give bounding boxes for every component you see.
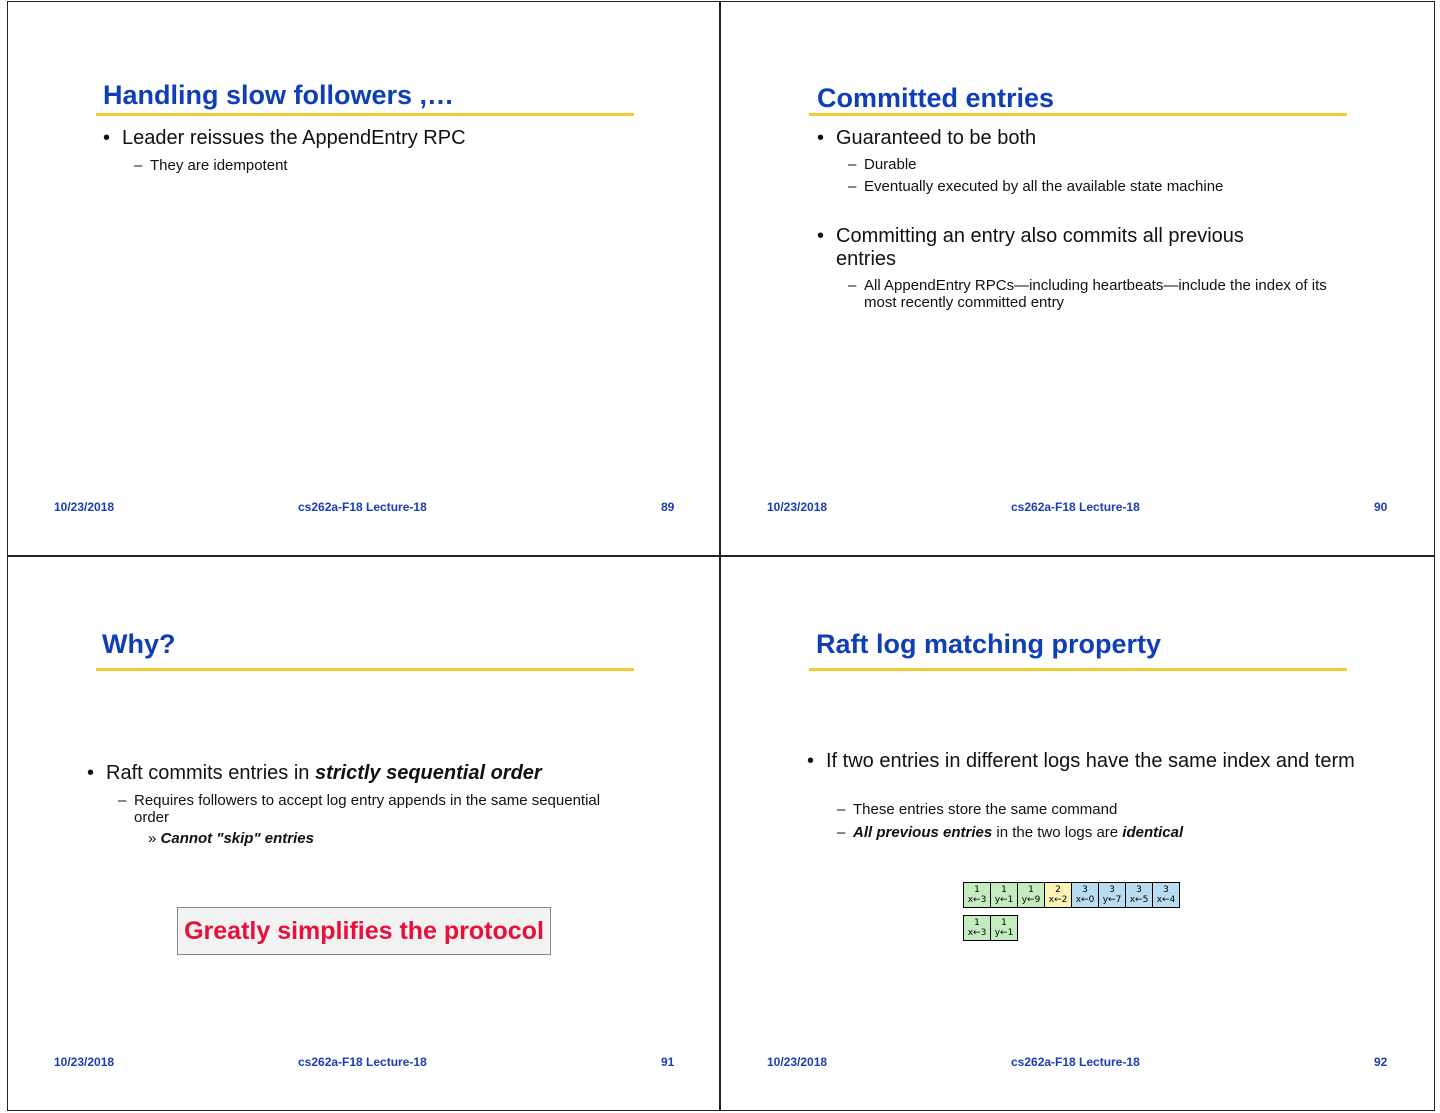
page-number: 89 [661,500,675,514]
footer-course: cs262a-F18 Lecture-18 [1011,500,1140,514]
footer-date: 10/23/2018 [54,1055,115,1069]
title-rule [809,113,1347,116]
bullet-text: Raft commits entries in [106,762,315,784]
entry-command: x←3 [967,895,987,905]
bullet: • Committing an entry also commits all pr… [817,225,1244,270]
callout-box: Greatly simplifies the protocol [177,907,551,955]
log-entry: 3 y←7 [1099,883,1126,907]
sub-bullet-text: Eventually executed by all the available… [864,178,1224,195]
entry-term: 2 [1055,885,1061,895]
slide-title: Why? [102,629,176,659]
entry-command: x←2 [1048,895,1068,905]
sub-bullet-text: Durable [864,156,917,173]
entry-command: y←7 [1102,895,1122,905]
page-number: 90 [1374,500,1388,514]
entry-command: y←9 [1021,895,1041,905]
log-entry: 1 y←1 [991,883,1018,907]
footer-course: cs262a-F18 Lecture-18 [298,500,427,514]
slide-title: Handling slow followers ,… [103,80,455,110]
bullet: • Raft commits entries in strictly sequen… [87,762,542,784]
entry-command: y←1 [994,895,1014,905]
bullet-text: Leader reissues the AppendEntry RPC [122,127,466,149]
log-entry: 3 x←5 [1126,883,1153,907]
sub-bullet: – All AppendEntry RPCs—including heartbea… [848,277,1327,311]
entry-command: y←1 [994,928,1014,938]
page-number: 92 [1374,1055,1388,1069]
emphasis: All previous entries [853,824,993,841]
bullet: • If two entries in different logs have t… [807,750,1355,772]
slide-91: Why? • Raft commits entries in strictly s… [7,556,720,1111]
footer-date: 10/23/2018 [54,500,115,514]
log-follower: 1 x←3 1 y←1 [963,915,1018,941]
log-entry: 1 x←3 [964,916,991,940]
entry-term: 1 [1028,885,1034,895]
slide-89: Handling slow followers ,… • Leader reiss… [7,1,720,556]
emphasis: identical [1122,824,1184,841]
bullet-emphasis: strictly sequential order [314,762,542,784]
entry-term: 1 [974,918,980,928]
sub-sub-bullet: » Cannot "skip" entries [148,830,314,847]
footer-course: cs262a-F18 Lecture-18 [1011,1055,1140,1069]
sub-bullet: – Requires followers to accept log entry … [118,792,601,826]
page-number: 91 [661,1055,675,1069]
entry-term: 3 [1163,885,1169,895]
sub-bullet: – All previous entries in the two logs ar… [837,824,1184,841]
footer-date: 10/23/2018 [767,1055,828,1069]
log-entry: 1 x←3 [964,883,991,907]
title-rule [96,113,634,116]
sub-bullet-text: All AppendEntry RPCs—including heartbeat… [864,277,1327,311]
sub-bullet-text: These entries store the same command [853,801,1118,818]
sub-bullet-text: in the two logs are [992,824,1123,841]
entry-command: x←0 [1075,895,1095,905]
sub-bullet-text: They are idempotent [150,157,288,174]
entry-term: 3 [1109,885,1115,895]
log-entry: 1 y←1 [991,916,1018,940]
log-entry: 1 y←9 [1018,883,1045,907]
bullet-text: If two entries in different logs have th… [826,750,1355,772]
bullet-text: Committing an entry also commits all pre… [836,225,1244,270]
slide-title: Committed entries [817,83,1055,113]
sub-bullet-text: Requires followers to accept log entry a… [134,792,601,826]
entry-term: 1 [1001,885,1007,895]
entry-term: 3 [1136,885,1142,895]
sub-bullet: – They are idempotent [134,157,288,174]
entry-command: x←3 [967,928,987,938]
entry-command: x←4 [1156,895,1176,905]
sub-bullet: – Eventually executed by all the availabl… [848,178,1224,195]
title-rule [96,668,634,671]
slide-90: Committed entries • Guaranteed to be both… [720,1,1435,556]
footer-course: cs262a-F18 Lecture-18 [298,1055,427,1069]
entry-term: 1 [1001,918,1007,928]
slide-title: Raft log matching property [816,629,1162,659]
title-rule [809,668,1347,671]
log-entry: 3 x←4 [1153,883,1180,907]
sub-bullet: – Durable [848,156,917,173]
sub-bullet: – These entries store the same command [837,801,1118,818]
log-entry: 2 x←2 [1045,883,1072,907]
log-entry: 3 x←0 [1072,883,1099,907]
bullet-text: Guaranteed to be both [836,127,1037,149]
bullet: • Guaranteed to be both [817,127,1037,149]
entry-term: 3 [1082,885,1088,895]
bullet: • Leader reissues the AppendEntry RPC [103,127,466,149]
entry-command: x←5 [1129,895,1149,905]
log-leader: 1 x←3 1 y←1 1 y←9 2 x←2 3 x←0 3 y←7 3 x←5 3 x←4 [963,882,1180,908]
sub-sub-bullet-text: Cannot "skip" entries [160,830,314,847]
slide-92: Raft log matching property • If two entri… [720,556,1435,1111]
entry-term: 1 [974,885,980,895]
footer-date: 10/23/2018 [767,500,828,514]
